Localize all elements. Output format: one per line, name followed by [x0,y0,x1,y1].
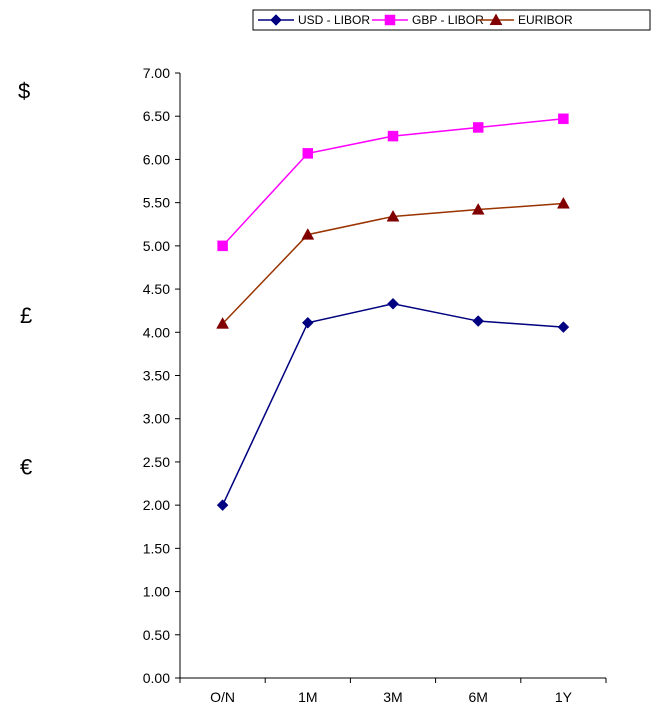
legend-label: GBP - LIBOR [412,13,484,27]
legend-marker [384,14,396,26]
y-tick-label: 4.00 [143,324,170,340]
y-tick-label: 5.00 [143,238,170,254]
data-point [386,209,400,222]
y-tick-label: 2.00 [143,497,170,513]
x-tick-label: 3M [383,689,402,705]
y-tick-label: 3.50 [143,368,170,384]
y-tick-label: 3.00 [143,411,170,427]
legend-label: EURIBOR [518,13,573,27]
x-tick-label: O/N [210,689,235,705]
data-point [472,122,484,133]
data-point [558,113,569,125]
data-point [301,228,315,240]
data-point [216,317,230,329]
legend-marker [270,14,282,26]
y-tick-label: 1.50 [143,540,170,556]
data-point [556,196,570,209]
data-point [472,315,485,327]
currency-symbol: $ [18,78,30,103]
legend-label: USD - LIBOR [298,13,370,27]
y-tick-label: 6.00 [143,151,170,167]
x-tick-label: 1M [298,689,317,705]
data-point [471,203,485,215]
data-point [301,316,314,329]
series-line [221,302,564,506]
data-point [387,130,399,142]
currency-symbol: £ [20,303,32,328]
series-layer [216,113,570,511]
data-point [387,297,399,310]
y-tick-label: 4.50 [143,281,170,297]
legend-box [252,9,651,31]
y-tick-label: 6.50 [143,108,170,124]
currency-symbol: € [20,454,32,479]
data-point [217,240,228,252]
axes: 0.00 0.50 1.00 1.50 2.00 2.50 3.00 3.50 4.00 4.50… [143,65,607,705]
y-tick-label: 2.50 [143,454,170,470]
y-tick-label: 1.00 [143,584,170,600]
x-tick-label: 1Y [555,689,573,705]
y-tick-label: 7.00 [143,65,170,81]
y-tick-label: 0.00 [143,670,170,686]
y-tick-label: 5.50 [143,195,170,211]
data-point [216,499,229,511]
y-tick-label: 0.50 [143,627,170,643]
data-point [302,148,314,159]
legend: USD - LIBOR GBP - LIBOR EURIBOR [252,9,651,31]
x-tick-label: 6M [468,689,487,705]
currency-annotations: $ £ € [18,78,32,479]
data-point [557,321,570,333]
legend-marker [489,13,503,26]
